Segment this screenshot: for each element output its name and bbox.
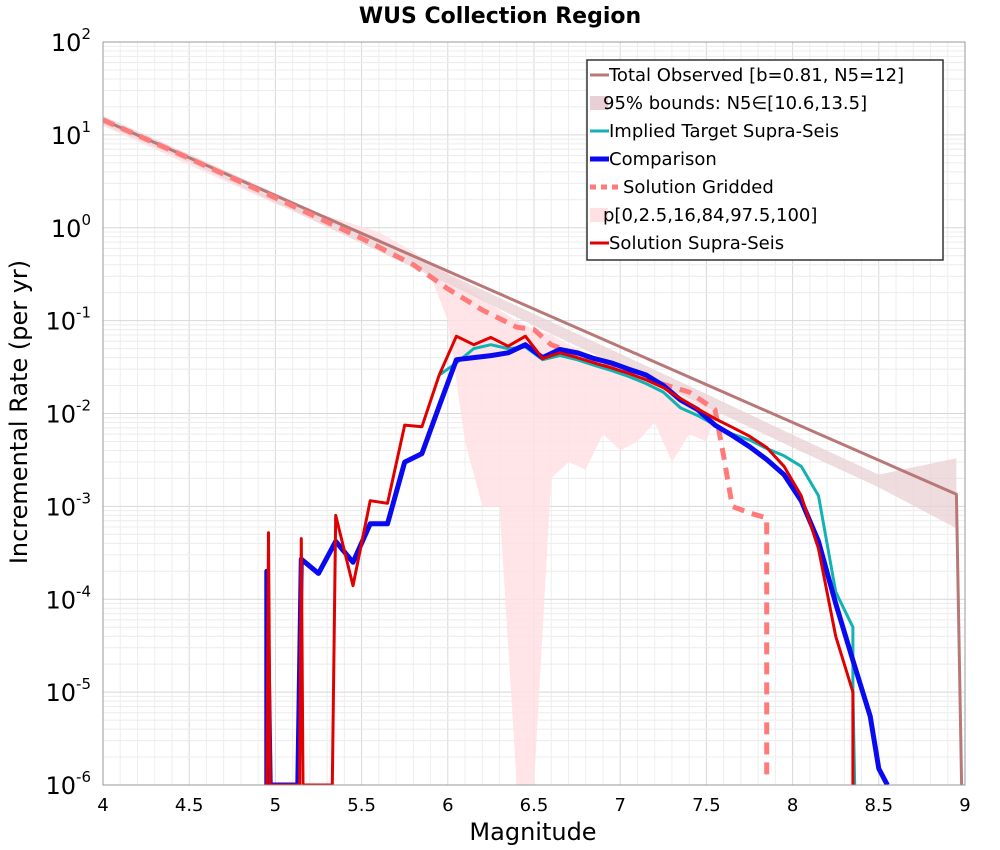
legend-label: Solution Gridded (623, 177, 774, 198)
x-tick-label: 8.5 (864, 795, 893, 816)
x-tick-label: 7 (614, 795, 625, 816)
y-tick-label: 102 (51, 25, 91, 57)
series-line-4 (265, 334, 855, 785)
y-tick-label: 101 (51, 118, 91, 150)
y-tick-label: 10-4 (45, 582, 91, 614)
legend-label: Total Observed [b=0.81, N5=12] (608, 65, 904, 86)
plot-area (103, 115, 964, 785)
legend-box (586, 59, 944, 261)
y-axis-label: Incremental Rate (per yr) (5, 260, 33, 564)
y-tick-label: 100 (51, 211, 91, 243)
x-tick-label: 4 (97, 795, 108, 816)
series-line-3 (264, 342, 890, 785)
legend-label: Comparison (609, 149, 717, 170)
x-tick-label: 7.5 (692, 795, 721, 816)
chart-title: WUS Collection Region (359, 4, 641, 29)
legend-label: Solution Supra-Seis (609, 233, 784, 254)
y-tick-label: 10-2 (45, 397, 91, 429)
y-tick-label: 10-5 (45, 675, 91, 707)
x-axis-ticks: 4 4.5 5 5.5 6 6.5 7 7.5 8 8.5 9 (97, 795, 970, 816)
legend-label: p[0,2.5,16,84,97.5,100] (603, 205, 817, 226)
y-tick-label: 10-6 (45, 768, 91, 800)
x-tick-label: 4.5 (175, 795, 204, 816)
x-tick-label: 6 (442, 795, 453, 816)
y-tick-label: 10-3 (45, 489, 91, 521)
x-tick-label: 8 (787, 795, 798, 816)
plot-frame (102, 41, 966, 786)
legend-label: 95% bounds: N5∈[10.6,13.5] (603, 93, 867, 114)
bounds-95-band (103, 115, 957, 529)
x-tick-label: 6.5 (520, 795, 549, 816)
legend: Total Observed [b=0.81, N5=12] 95% bounds… (586, 59, 944, 261)
series-line-0 (103, 118, 964, 785)
x-tick-label: 9 (959, 795, 970, 816)
y-axis-ticks: 10-6 10-5 10-4 10-3 10-2 10-1 100 101 102 (45, 25, 91, 800)
legend-label: Implied Target Supra-Seis (609, 121, 839, 142)
legend-swatch (590, 96, 608, 110)
x-tick-label: 5.5 (347, 795, 376, 816)
x-tick-label: 5 (270, 795, 281, 816)
x-axis-label: Magnitude (469, 818, 596, 846)
legend-swatch (590, 208, 608, 222)
y-tick-label: 10-1 (45, 304, 91, 336)
